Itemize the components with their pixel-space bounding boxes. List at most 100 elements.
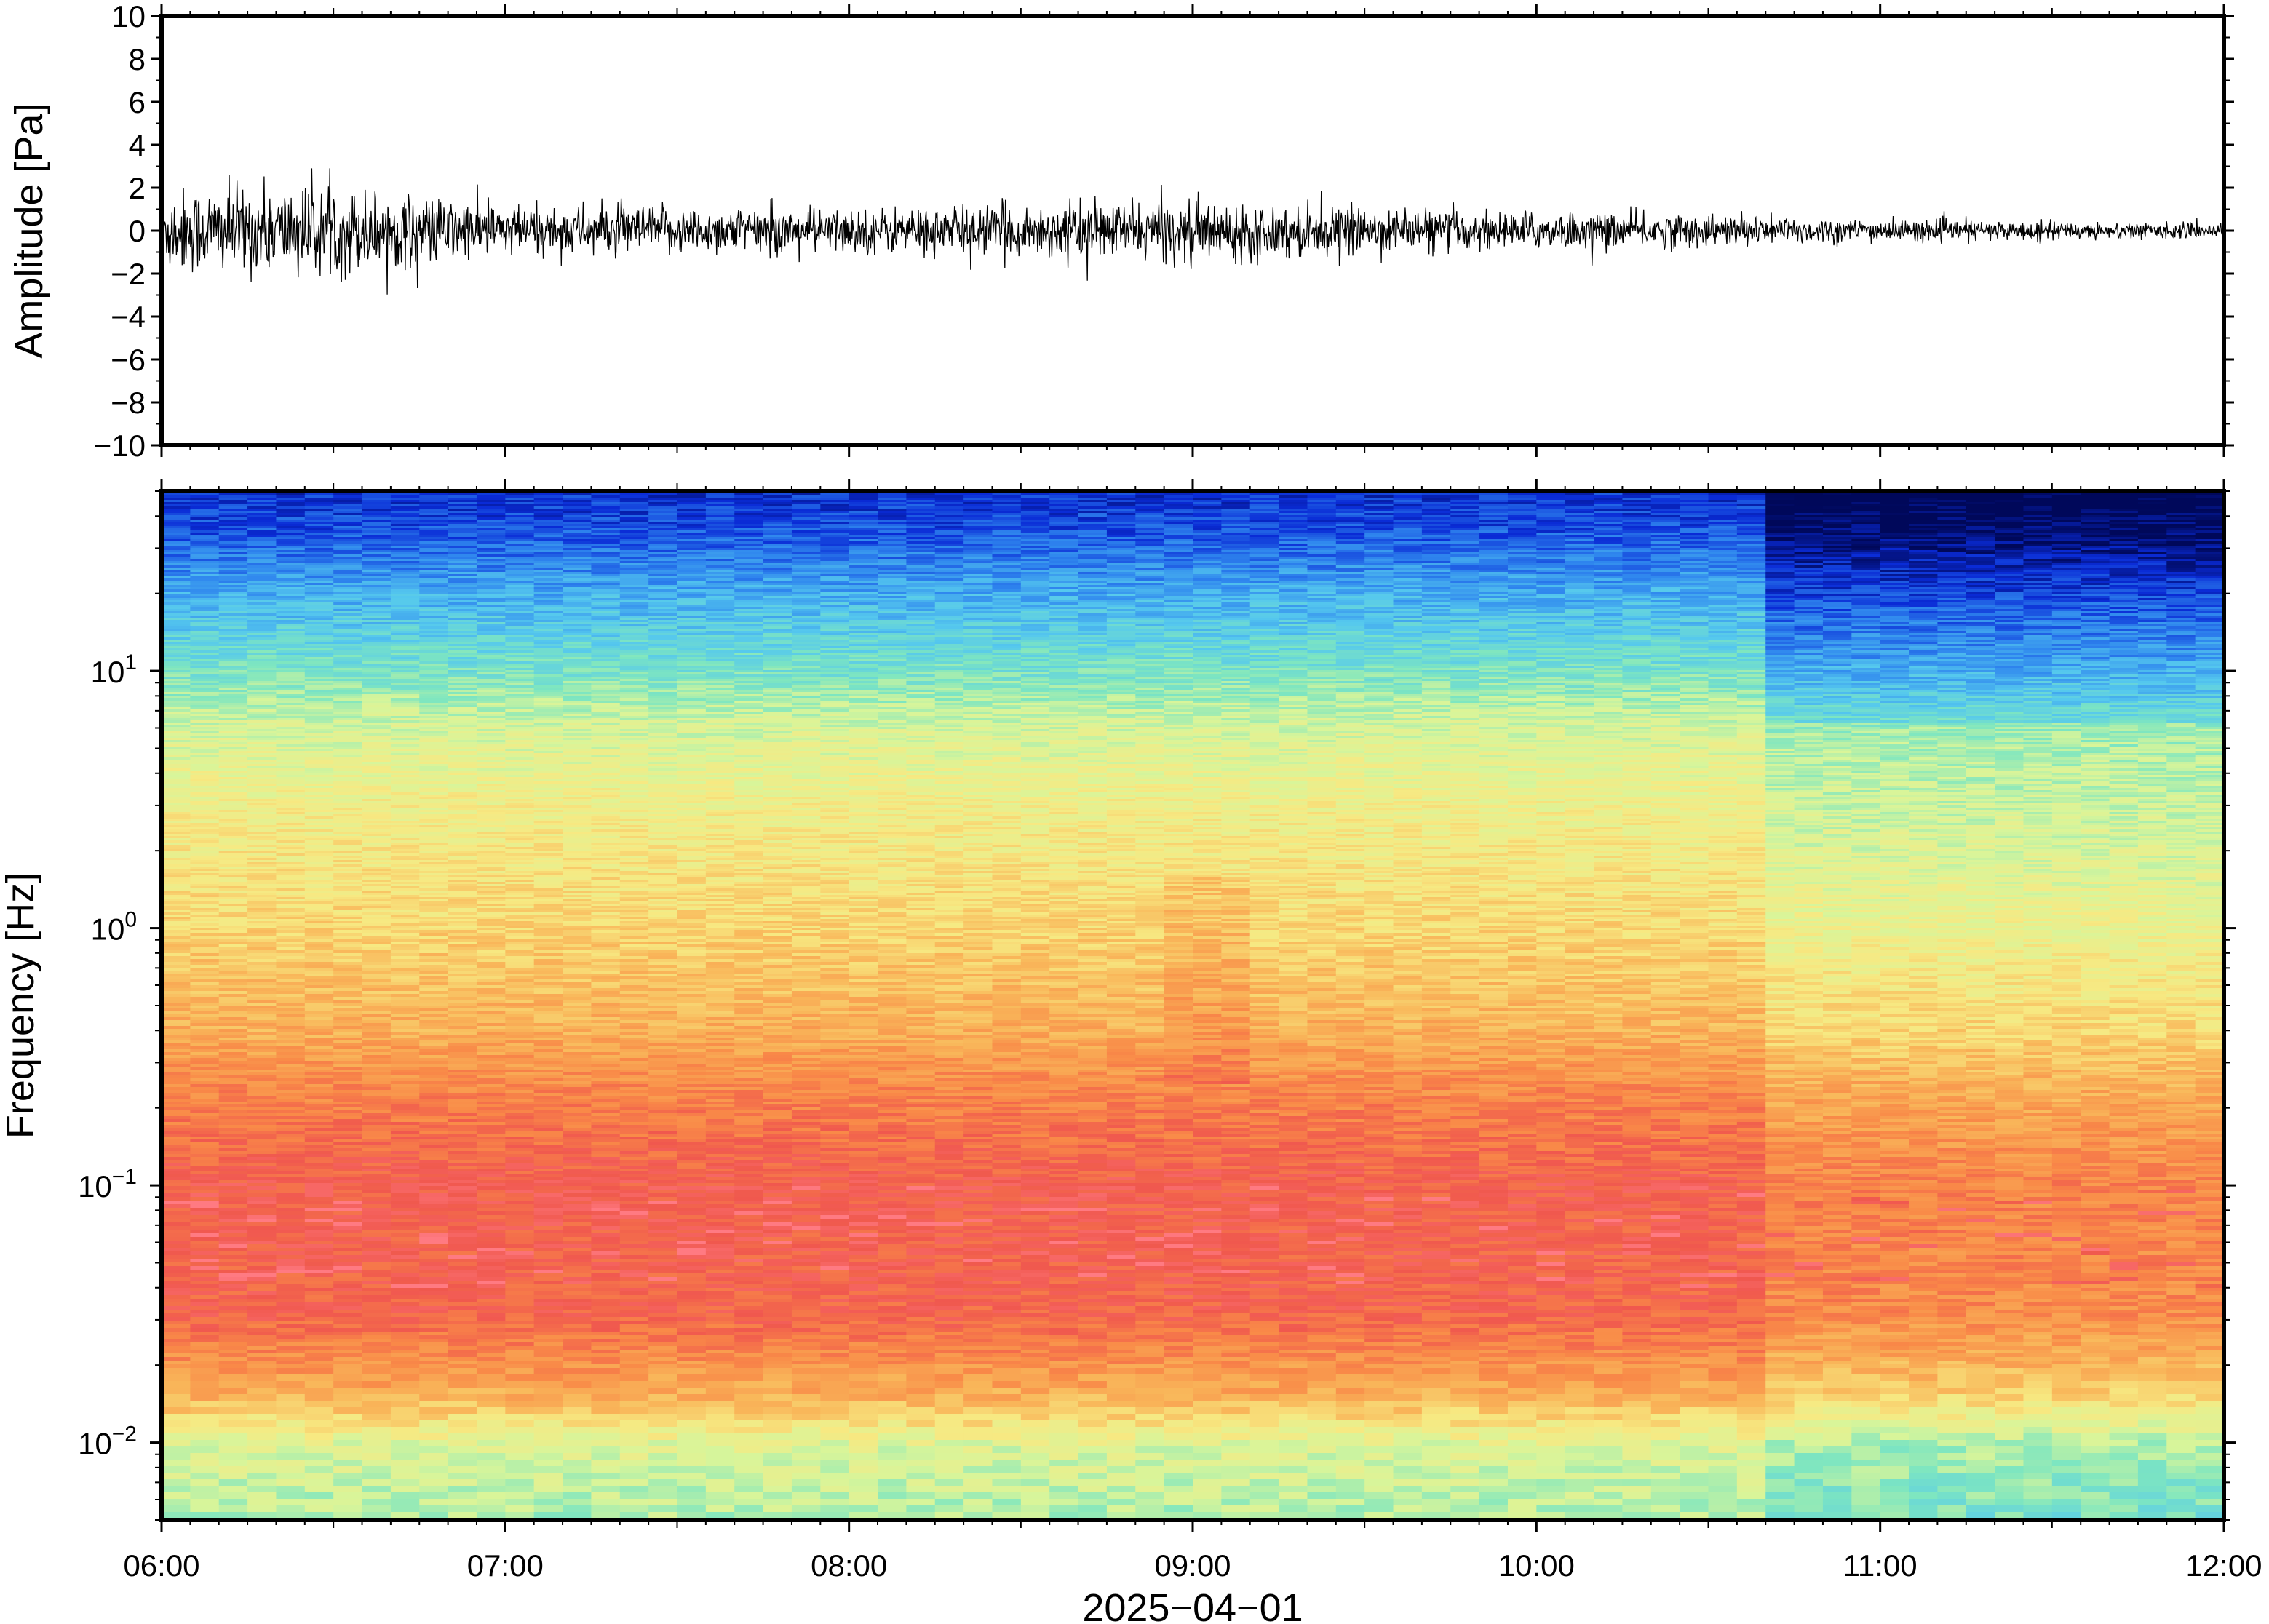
spectrogram-cell [448,561,477,564]
spectrogram-cell [1909,554,1939,557]
spectrogram-cell [304,530,334,533]
spectrogram-cell [1680,511,1709,514]
spectrogram-cell [820,500,850,503]
spectrogram-cell [878,578,907,581]
spectrogram-cell [190,506,220,509]
spectrogram-cell [1020,550,1050,553]
spectrogram-cell [304,502,334,505]
spectrogram-cell [1536,548,1566,551]
spectrogram-cell [1995,539,2024,542]
spectrogram-cell [1966,546,1995,549]
spectrogram-cell [1909,517,1939,520]
spectrogram-cell [1221,493,1251,496]
spectrogram-cell [304,581,334,584]
spectrogram-cell [1937,578,1967,581]
spectrogram-cell [362,574,392,577]
spectrogram-cell [791,526,821,529]
spectrogram-cell [1536,563,1566,566]
spectrogram-cell [218,581,248,584]
spectrogram-cell [1279,559,1308,562]
spectrogram-cell [1307,530,1337,533]
spectrogram-cell [2195,517,2224,520]
spectrogram-cell [218,552,248,555]
spectrogram-cell [820,552,850,555]
spectrogram-cell [1364,511,1394,514]
spectrogram-cell [1450,539,1480,542]
spectrogram-cell [2081,520,2110,522]
spectrogram-cell [1507,533,1538,536]
spectrogram-cell [1249,533,1279,536]
spectrogram-cell [304,511,334,514]
spectrogram-cell [2109,539,2139,542]
amplitude-y-tick-label: −8 [111,386,146,420]
spectrogram-cell [1650,539,1680,542]
spectrogram-cell [505,570,535,573]
spectrogram-cell [1650,528,1680,531]
spectrogram-cell [1335,502,1365,505]
spectrogram-cell [1078,539,1108,542]
spectrogram-cell [1479,563,1509,566]
spectrogram-cell [1193,506,1223,509]
spectrogram-cell [734,554,764,557]
spectrogram-cell [563,526,592,529]
spectrogram-cell [1880,506,1910,509]
spectrogram-cell [1966,550,1995,553]
spectrogram-cell [763,526,792,529]
spectrogram-cell [1909,513,1939,516]
spectrogram-cell [1937,520,1967,522]
spectrogram-cell [648,576,678,579]
spectrogram-cell [1307,509,1337,512]
spectrogram-cell [333,530,363,533]
spectrogram-cell [1851,539,1881,542]
spectrogram-cell [906,513,936,516]
spectrogram-cell [276,541,306,544]
spectrogram-cell [218,565,248,568]
spectrogram-cell [1335,554,1365,557]
spectrogram-cell [1995,504,2024,507]
spectrogram-cell [1106,500,1136,503]
spectrogram-cell [419,528,449,531]
spectrogram-cell [2023,544,2053,546]
spectrogram-cell [218,526,248,529]
spectrogram-cell [505,515,535,518]
spectrogram-cell [419,504,449,507]
spectrogram-cell [1822,500,1852,503]
spectrogram-cell [1622,498,1652,501]
spectrogram-cell [763,570,792,573]
spectrogram-cell [276,517,306,520]
spectrogram-cell [1307,559,1337,562]
spectrogram-cell [2081,574,2110,577]
spectrogram-cell [1507,517,1538,520]
spectrogram-cell [849,509,878,512]
spectrogram-cell [448,578,477,581]
spectrogram-cell [1020,530,1050,533]
spectrogram-cell [1335,576,1365,579]
spectrogram-cell [1909,570,1939,573]
spectrogram-cell [533,506,563,509]
spectrogram-cell [1708,513,1738,516]
spectrogram-cell [963,537,993,540]
spectrogram-cell [1765,522,1795,525]
spectrogram-cell [1106,557,1136,560]
spectrogram-cell [304,526,334,529]
spectrogram-cell [1765,520,1795,522]
spectrogram-cell [1364,513,1394,516]
spectrogram-cell [1880,572,1910,575]
spectrogram-cell [247,517,277,520]
spectrogram-cell [218,535,248,538]
spectrogram-cell [2081,572,2110,575]
spectrogram-cell [1049,546,1079,549]
spectrogram-cell [1106,559,1136,562]
spectrogram-cell [1736,548,1766,551]
spectrogram-cell [1106,535,1136,538]
spectrogram-cell [1851,550,1881,553]
spectrogram-cell [2166,572,2196,575]
spectrogram-cell [390,578,420,581]
spectrogram-cell [1822,493,1852,496]
spectrogram-cell [1135,524,1165,527]
spectrogram-cell [1164,495,1193,498]
spectrogram-cell [1221,517,1251,520]
spectrogram-cell [362,509,392,512]
spectrogram-cell [390,581,420,584]
